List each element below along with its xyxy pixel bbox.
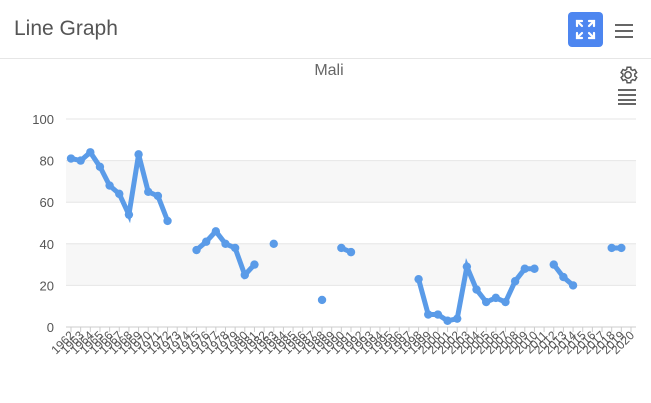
y-tick-label: 20: [40, 278, 54, 293]
data-point[interactable]: [337, 243, 346, 253]
data-point[interactable]: [472, 285, 481, 294]
data-point[interactable]: [269, 239, 278, 248]
data-point[interactable]: [530, 264, 539, 273]
data-point[interactable]: [86, 148, 95, 157]
data-point[interactable]: [115, 189, 124, 199]
data-point[interactable]: [346, 247, 356, 257]
data-point[interactable]: [453, 314, 462, 323]
card-header: Line Graph: [0, 0, 651, 59]
data-point[interactable]: [510, 277, 520, 286]
data-point[interactable]: [317, 295, 327, 305]
data-point[interactable]: [211, 227, 221, 236]
data-point[interactable]: [559, 272, 568, 282]
data-point[interactable]: [163, 216, 172, 226]
list-icon[interactable]: [617, 88, 637, 105]
data-point[interactable]: [491, 293, 501, 303]
data-point[interactable]: [424, 310, 433, 319]
chart-title: Mali: [314, 62, 344, 79]
data-point[interactable]: [134, 150, 143, 159]
data-point[interactable]: [153, 191, 163, 201]
data-point[interactable]: [549, 260, 558, 269]
y-tick-label: 0: [47, 320, 54, 335]
data-point[interactable]: [443, 316, 452, 325]
y-tick-label: 60: [40, 195, 54, 210]
data-point[interactable]: [617, 243, 626, 253]
data-point[interactable]: [192, 245, 201, 255]
data-point[interactable]: [520, 264, 529, 273]
page-title: Line Graph: [14, 17, 118, 40]
expand-button[interactable]: [568, 12, 603, 47]
data-point[interactable]: [462, 262, 472, 271]
data-point[interactable]: [481, 297, 491, 307]
gear-icon[interactable]: [617, 64, 639, 86]
data-point[interactable]: [95, 162, 105, 172]
data-point[interactable]: [607, 243, 616, 253]
data-point[interactable]: [414, 274, 423, 284]
data-point[interactable]: [105, 181, 114, 190]
data-point[interactable]: [250, 260, 259, 269]
data-point[interactable]: [144, 187, 153, 196]
data-point[interactable]: [201, 237, 211, 246]
data-point[interactable]: [568, 281, 578, 290]
data-point[interactable]: [76, 156, 85, 165]
data-point[interactable]: [124, 210, 134, 219]
data-point[interactable]: [240, 270, 249, 280]
grid-band: [66, 160, 636, 203]
y-tick-label: 40: [40, 237, 54, 252]
hamburger-menu-icon[interactable]: [613, 22, 635, 40]
y-tick-label: 100: [32, 112, 54, 127]
data-point[interactable]: [66, 154, 76, 163]
data-point[interactable]: [221, 239, 230, 248]
y-tick-label: 80: [40, 154, 54, 169]
data-point[interactable]: [433, 310, 443, 319]
expand-icon: [575, 19, 596, 40]
data-point[interactable]: [501, 297, 510, 307]
data-point[interactable]: [230, 243, 240, 253]
